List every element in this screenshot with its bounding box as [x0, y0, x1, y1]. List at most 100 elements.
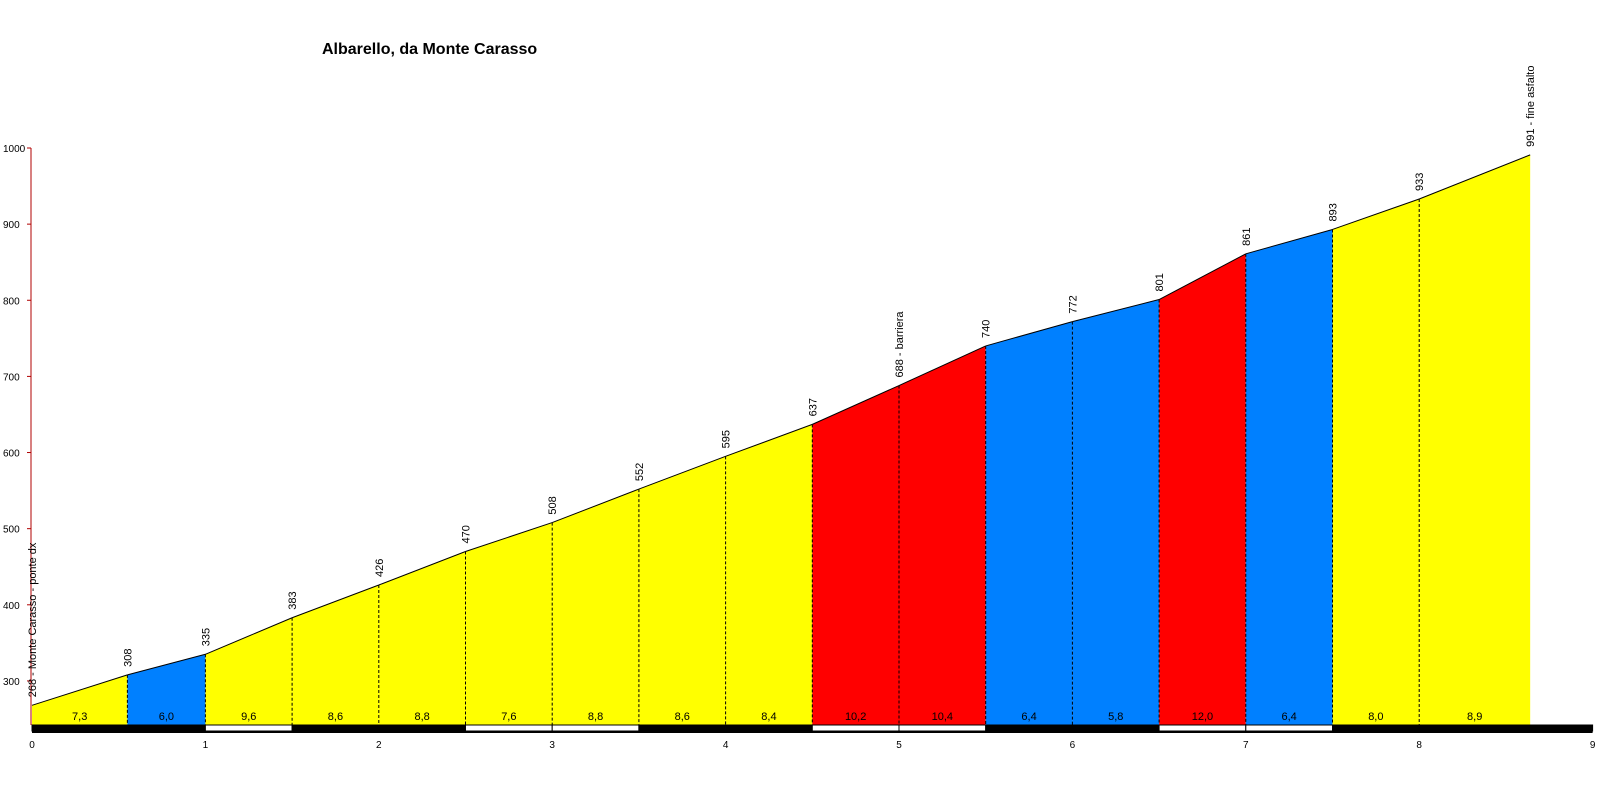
distance-bar-block-3 — [204, 724, 293, 732]
distance-bar-block-12 — [985, 724, 1073, 732]
gradient-label-16: 8,0 — [1368, 711, 1383, 723]
distance-bar-block-5 — [378, 724, 466, 732]
profile-line-8 — [638, 455, 726, 490]
altitude-label-13: 772 — [1067, 295, 1079, 313]
profile-segment-17 — [1419, 154, 1531, 726]
profile-line-6 — [465, 522, 553, 552]
gradient-label-10: 10,2 — [845, 711, 866, 723]
distance-bar-baseline — [32, 731, 1593, 733]
y-tick-label-1: 300 — [3, 677, 20, 688]
gradient-label-1: 7,3 — [72, 711, 87, 723]
profile-segments — [31, 154, 1531, 726]
altitude-label-6: 470 — [461, 525, 473, 543]
profile-line-4 — [291, 584, 379, 619]
altitude-label-11: 688 - barriera — [894, 311, 906, 378]
x-tick-label-3: 2 — [376, 740, 382, 751]
gradient-label-2: 6,0 — [159, 711, 174, 723]
gradient-label-6: 7,6 — [501, 711, 516, 723]
distance-bar-block-10 — [811, 724, 900, 732]
altitude-labels: 268 - Monte Carasso - ponte dx 308 335 383 4… — [27, 66, 1537, 698]
altitude-label-10: 637 — [807, 398, 819, 416]
profile-segment-16 — [1332, 199, 1420, 725]
distance-bar-block-18 — [1505, 724, 1594, 732]
gradient-label-8: 8,6 — [675, 711, 690, 723]
x-tick-label-7: 6 — [1070, 740, 1076, 751]
distance-bar-block-14 — [1158, 724, 1247, 732]
profile-segment-5 — [378, 551, 466, 725]
distance-bar-block-17 — [1418, 724, 1507, 732]
altitude-label-8: 552 — [634, 463, 646, 481]
profile-segment-11 — [899, 345, 986, 725]
profile-line-14 — [1158, 253, 1247, 300]
profile-line-12 — [985, 321, 1073, 347]
y-tick-label-6: 800 — [3, 296, 20, 307]
y-tick-label-7: 900 — [3, 220, 20, 231]
altitude-label-2: 308 — [122, 648, 134, 666]
altitude-label-9: 595 — [721, 430, 733, 448]
gradient-label-5: 8,8 — [415, 711, 430, 723]
y-tick-label-4: 600 — [3, 449, 20, 460]
profile-segment-15 — [1245, 229, 1333, 726]
x-tick-label-8: 7 — [1243, 740, 1249, 751]
profile-line-5 — [378, 551, 466, 586]
y-tick-label-3: 500 — [3, 525, 20, 536]
gradient-label-7: 8,8 — [588, 711, 603, 723]
profile-line-9 — [725, 423, 813, 457]
y-tick-label-5: 700 — [3, 372, 20, 383]
gradient-label-15: 6,4 — [1282, 711, 1297, 723]
x-tick-label-5: 4 — [723, 740, 729, 751]
profile-segment-7 — [552, 489, 639, 725]
profile-segment-8 — [638, 456, 726, 725]
altitude-label-5: 426 — [374, 559, 386, 577]
y-tick-label-2: 400 — [3, 601, 20, 612]
x-tick-label-4: 3 — [549, 740, 555, 751]
gradient-label-17: 8,9 — [1467, 711, 1482, 723]
altitude-label-17: 933 — [1414, 173, 1426, 191]
profile-segment-12 — [985, 321, 1073, 725]
distance-bar-block-8 — [638, 724, 727, 732]
profile-segment-1 — [32, 674, 128, 725]
distance-bar-block-7 — [551, 724, 640, 732]
altitude-label-16: 893 — [1328, 203, 1340, 221]
profile-line-10 — [812, 385, 900, 425]
distance-bar — [31, 724, 1594, 733]
gradient-label-11: 10,4 — [932, 711, 953, 723]
profile-segment-3 — [205, 617, 293, 725]
profile-line-16 — [1332, 198, 1420, 230]
profile-segment-13 — [1072, 299, 1160, 725]
distance-bar-block-6 — [465, 724, 553, 732]
profile-segment-10 — [812, 385, 899, 725]
profile-segment-2 — [127, 654, 206, 725]
profile-segment-6 — [465, 522, 553, 725]
gradient-labels: 7,3 6,0 9,6 8,6 8,8 7,6 8,8 8,6 8,4 10,2 10,4 6,4 5,… — [72, 711, 1482, 723]
profile-line-15 — [1245, 228, 1333, 255]
chart-title: Albarello, da Monte Carasso — [322, 41, 537, 58]
profile-line-7 — [552, 488, 640, 524]
distance-bar-block-13 — [1071, 724, 1160, 732]
x-tick-label-6: 5 — [896, 740, 902, 751]
x-tick-label-9: 8 — [1416, 740, 1422, 751]
distance-bar-block-2 — [118, 724, 206, 732]
y-axis-ticks: 300 400 500 600 700 800 900 1000 — [3, 144, 31, 688]
profile-segment-9 — [725, 424, 813, 725]
distance-bar-block-11 — [898, 724, 987, 732]
profile-line-13 — [1072, 299, 1160, 323]
profile-line-3 — [205, 617, 293, 655]
x-axis-ticks: 0 1 2 3 4 5 6 7 8 9 — [29, 740, 1596, 751]
profile-line-17 — [1419, 154, 1531, 200]
altitude-label-14: 801 — [1154, 273, 1166, 291]
profile-line-11 — [898, 345, 986, 386]
altitude-label-1: 268 - Monte Carasso - ponte dx — [27, 542, 39, 697]
distance-bar-block-1 — [31, 724, 120, 732]
gradient-label-12: 6,4 — [1021, 711, 1036, 723]
profile-segment-14 — [1159, 253, 1246, 726]
altitude-label-4: 383 — [287, 591, 299, 609]
x-tick-label-10: 9 — [1590, 740, 1596, 751]
gradient-label-9: 8,4 — [761, 711, 776, 723]
profile-line-1 — [31, 674, 128, 706]
x-tick-label-2: 1 — [203, 740, 209, 751]
gradient-label-4: 8,6 — [328, 711, 343, 723]
distance-bar-block-16 — [1332, 724, 1420, 732]
altitude-label-7: 508 — [547, 496, 559, 514]
